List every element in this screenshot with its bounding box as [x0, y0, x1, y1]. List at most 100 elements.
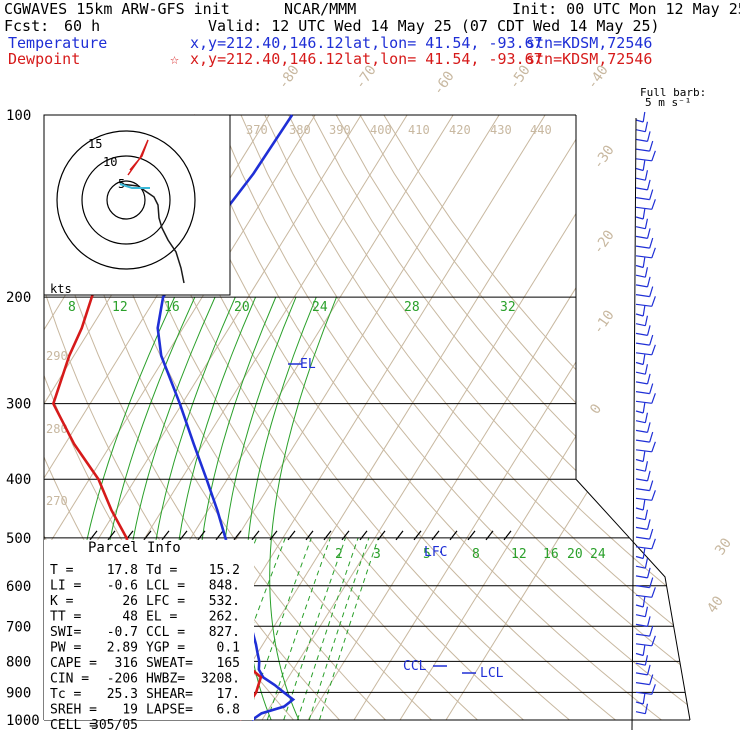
- isotherm-label: 40: [704, 593, 727, 616]
- wind-barb: [635, 585, 650, 589]
- wind-barb: [646, 616, 651, 627]
- wind-barb: [651, 441, 656, 452]
- parcel-key: LI =: [50, 579, 81, 594]
- hatch-mark: [143, 530, 152, 541]
- parcel-value: 19: [122, 703, 138, 718]
- hodograph-ring-label: 15: [88, 137, 102, 151]
- wind-barb: [635, 264, 644, 269]
- wind-barb: [635, 497, 652, 501]
- wind-barb: [635, 633, 650, 637]
- wind-barb: [642, 354, 646, 365]
- isotherm-label: -40: [584, 62, 612, 92]
- isotherm-label: -70: [352, 62, 380, 92]
- wind-barb: [644, 509, 649, 520]
- hatch-mark: [431, 530, 440, 541]
- mixing-ratio-label: 12: [112, 300, 128, 315]
- wind-barb: [635, 391, 650, 395]
- isotherm-label: -10: [590, 307, 618, 337]
- hatch-mark: [413, 530, 422, 541]
- hatch-mark: [359, 530, 368, 541]
- wind-barb: [635, 197, 650, 201]
- level-annotation-label: EL: [300, 357, 316, 372]
- wind-barb: [635, 381, 648, 385]
- wind-barb: [635, 604, 644, 608]
- theta-label: 370: [246, 123, 268, 137]
- theta-label: 410: [408, 123, 430, 137]
- parcel-value: -0.7: [107, 625, 138, 640]
- wind-barb: [649, 286, 654, 297]
- temperature-latlon: lat,lon= 41.54, -93.67: [344, 34, 543, 52]
- hatch-mark: [287, 530, 296, 541]
- wind-barb: [635, 478, 648, 482]
- pressure-tick-label: 800: [6, 654, 31, 670]
- parcel-key: CELL =: [50, 718, 97, 733]
- hodograph-ring-label: 10: [103, 155, 117, 169]
- parcel-value: -206: [107, 672, 138, 687]
- wind-barb: [635, 400, 652, 404]
- wind-barb: [635, 565, 646, 569]
- wind-barb: [635, 526, 648, 530]
- theta-label: 420: [449, 123, 471, 137]
- wind-barb: [635, 332, 648, 336]
- wind-barb: [635, 691, 652, 695]
- parcel-key: LFC =: [146, 594, 185, 609]
- wind-barb: [635, 488, 650, 492]
- pressure-tick-label: 400: [6, 472, 31, 488]
- wind-barb: [642, 257, 646, 268]
- isotherm-label: 30: [712, 535, 735, 558]
- wind-barb: [635, 643, 652, 647]
- wind-barb: [651, 199, 656, 210]
- wind-barb: [642, 451, 646, 462]
- wind-barb: [635, 410, 644, 414]
- theta-label: 440: [530, 123, 552, 137]
- fcst-label: Fcst:: [4, 17, 50, 35]
- wind-barb: [649, 140, 654, 152]
- wind-barb: [642, 402, 646, 414]
- theta-label: 380: [289, 123, 311, 137]
- parcel-key: EL =: [146, 610, 177, 625]
- mixing-ratio-label: 32: [500, 300, 516, 315]
- isotherm-line: [353, 115, 690, 720]
- pressure-tick-label: 600: [6, 579, 31, 595]
- wind-barb: [646, 567, 651, 579]
- hodograph-trace: [119, 183, 185, 284]
- hodograph-box: [43, 114, 231, 296]
- wind-barb: [635, 216, 644, 220]
- wind-barb: [644, 461, 649, 472]
- dewpoint-latlon: lat,lon= 41.54, -93.67: [344, 50, 543, 68]
- wind-barb: [635, 614, 646, 618]
- wind-barb: [635, 517, 646, 521]
- dry-adiabat-line: [288, 115, 690, 720]
- parcel-key: HWBZ=: [146, 672, 185, 687]
- wind-barb: [646, 325, 651, 336]
- mixing-ratio-label: 8: [68, 300, 76, 315]
- pressure-tick-label: 300: [6, 397, 31, 413]
- dry-adiabat-line: [383, 115, 690, 720]
- parcel-value: 305/05: [91, 718, 138, 733]
- wind-barb: [644, 606, 649, 617]
- hatch-mark: [107, 530, 116, 541]
- parcel-key: LAPSE=: [146, 703, 193, 718]
- wind-barb: [644, 218, 649, 229]
- hatch-mark: [485, 530, 494, 541]
- mixing-ratio-label: 20: [234, 300, 250, 315]
- wind-barb: [649, 577, 654, 588]
- mixing-ratio-label: 24: [590, 547, 606, 562]
- wind-barb: [635, 555, 644, 560]
- parcel-value: 25.3: [107, 687, 138, 702]
- wind-barb: [642, 111, 646, 123]
- wind-barb: [649, 625, 654, 637]
- wind-barb: [635, 468, 646, 472]
- wind-barb: [646, 470, 651, 482]
- temperature-station: stn=KDSM,72546: [526, 34, 653, 52]
- theta-label: 430: [490, 123, 512, 137]
- wind-barb: [635, 458, 644, 463]
- hatch-mark: [449, 530, 458, 541]
- wind-barb: [635, 507, 644, 511]
- wind-barb: [646, 373, 651, 385]
- isotherm-label: -20: [590, 227, 618, 257]
- model-title: CGWAVES 15km ARW-GFS init: [4, 0, 230, 18]
- wind-barb: [635, 138, 648, 142]
- isotherm-label: -30: [590, 142, 618, 172]
